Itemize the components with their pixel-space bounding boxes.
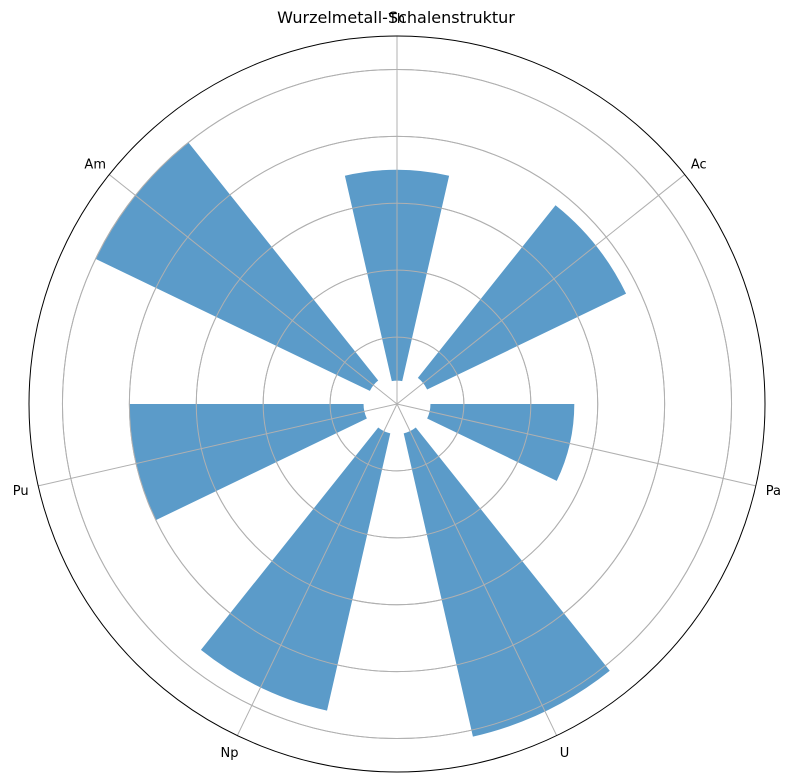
radial-gridline-overlay xyxy=(195,202,599,606)
bar-u xyxy=(403,427,610,737)
radial-gridline-overlay xyxy=(329,336,465,472)
angular-gridline xyxy=(38,403,398,487)
category-label-u: U xyxy=(560,746,570,761)
bar-am xyxy=(95,142,379,391)
bars-layer xyxy=(95,142,627,737)
radial-gridline-overlay xyxy=(262,269,532,539)
angular-gridlines xyxy=(38,36,756,740)
angular-gridline xyxy=(396,403,756,487)
angular-gridline xyxy=(396,403,558,736)
bar-pa xyxy=(427,404,575,481)
radial-gridline-overlay xyxy=(61,68,733,740)
category-labels: Th Ac Pa U Np Pu Am xyxy=(13,12,781,761)
category-label-pu: Pu xyxy=(13,484,29,499)
angular-gridline xyxy=(236,403,398,736)
bar-pu xyxy=(129,404,367,521)
polar-frame xyxy=(28,35,766,773)
angular-gridline xyxy=(396,174,686,405)
radial-gridline-overlay xyxy=(128,135,666,673)
angular-gridline xyxy=(108,174,398,405)
category-label-pa: Pa xyxy=(766,484,781,499)
bar-ac xyxy=(417,205,627,390)
category-label-np: Np xyxy=(221,746,239,761)
category-label-am: Am xyxy=(84,157,106,172)
category-label-ac: Ac xyxy=(691,157,707,172)
bar-np xyxy=(200,427,391,711)
chart-title: Wurzelmetall-Schalenstruktur xyxy=(277,8,515,27)
category-label-th: Th xyxy=(388,12,405,27)
